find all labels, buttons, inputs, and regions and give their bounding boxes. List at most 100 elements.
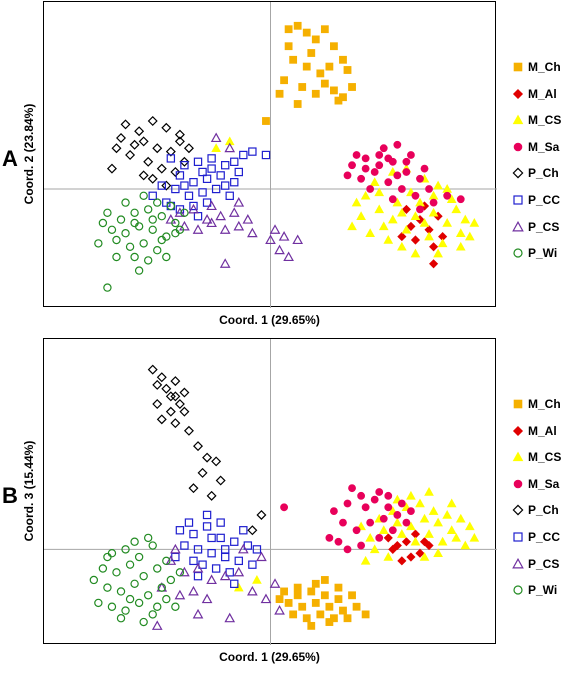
data-point-m-ch: [298, 83, 307, 91]
data-point-p-wi: [148, 610, 157, 619]
legend-label: P_CS: [528, 556, 560, 571]
data-point-m-sa: [366, 518, 375, 527]
data-point-p-wi: [107, 602, 117, 611]
legend-label: P_CS: [528, 219, 560, 234]
data-point-p-wi: [171, 602, 180, 611]
data-point-p-ch: [170, 376, 181, 387]
data-point-m-ch: [280, 76, 288, 85]
legend-marker-icon: [512, 557, 524, 569]
data-point-m-cs: [455, 228, 466, 237]
data-point-m-ch: [311, 35, 320, 44]
data-point-p-ch: [183, 143, 194, 154]
data-point-p-cs: [165, 214, 177, 224]
data-point-m-sa: [388, 526, 397, 535]
data-point-m-cs: [406, 521, 416, 531]
data-point-p-ch: [179, 387, 190, 398]
data-point-m-al: [406, 552, 416, 562]
data-point-p-wi: [143, 256, 153, 265]
data-point-p-cc: [230, 579, 239, 588]
data-point-p-wi: [116, 215, 126, 224]
data-point-p-wi: [143, 205, 153, 214]
data-point-m-cs: [365, 532, 375, 542]
data-point-m-al: [429, 242, 439, 252]
data-point-p-cc: [207, 154, 216, 163]
data-point-p-cs: [206, 217, 217, 228]
data-point-m-ch: [275, 595, 284, 603]
data-point-m-ch: [302, 62, 311, 71]
data-point-p-cs: [174, 589, 186, 600]
data-point-m-sa: [357, 541, 365, 550]
data-point-m-sa: [375, 533, 384, 542]
data-point-m-cs: [460, 214, 471, 224]
data-point-m-cs: [397, 529, 407, 538]
data-point-m-cs: [437, 536, 448, 546]
data-point-p-wi: [103, 208, 112, 217]
data-point-p-wi: [125, 242, 135, 251]
data-point-m-sa: [379, 514, 388, 523]
data-point-p-cs: [170, 543, 181, 554]
legend-item: P_CS: [512, 219, 566, 246]
data-point-m-ch: [311, 599, 320, 607]
legend-label: M_Al: [528, 423, 557, 438]
data-point-m-cs: [433, 517, 443, 527]
data-point-p-ch: [138, 170, 149, 181]
data-point-p-ch: [143, 156, 154, 167]
data-point-p-cc: [184, 191, 194, 200]
data-point-p-cs: [215, 210, 227, 221]
data-point-m-sa: [343, 499, 352, 508]
data-point-m-cs: [378, 525, 389, 535]
data-point-p-cc: [225, 191, 234, 200]
data-point-p-cs: [206, 200, 217, 211]
legend-label: P_Ch: [528, 166, 559, 181]
panel-letter: B: [2, 483, 18, 508]
data-point-p-cs: [179, 220, 190, 231]
data-point-p-cs: [247, 585, 258, 596]
data-point-m-sa: [379, 144, 388, 153]
data-point-m-cs: [397, 207, 407, 217]
legend-marker-icon: [513, 399, 523, 409]
data-point-m-sa: [370, 168, 379, 176]
data-point-p-cc: [207, 164, 216, 173]
legend-label: M_CS: [528, 113, 562, 128]
data-point-m-ch: [289, 610, 298, 619]
data-point-m-cs: [252, 575, 262, 584]
legend-marker: [512, 220, 524, 232]
data-point-p-cs: [219, 570, 231, 581]
data-point-p-wi: [143, 591, 153, 600]
data-point-p-cc: [239, 526, 248, 535]
legend-label: P_Wi: [528, 583, 558, 598]
legend-label: M_Al: [528, 86, 557, 101]
legend-marker-icon: [513, 142, 523, 152]
data-point-m-ch: [320, 25, 329, 34]
y-axis-label: Coord. 3 (15.44%): [22, 440, 36, 542]
data-point-p-wi: [116, 614, 126, 623]
data-point-p-wi: [139, 191, 148, 200]
data-point-m-sa: [343, 171, 352, 180]
data-point-p-wi: [98, 564, 108, 573]
y-axis-label: Coord. 2 (23.84%): [22, 103, 36, 205]
data-point-p-wi: [139, 239, 148, 248]
data-point-p-wi: [116, 587, 126, 596]
data-point-m-cs: [360, 555, 371, 565]
data-point-p-wi: [148, 541, 157, 550]
data-point-p-cs: [269, 578, 281, 588]
data-point-p-cs: [179, 566, 190, 577]
data-point-p-ch: [125, 150, 136, 160]
data-point-m-cs: [424, 529, 434, 538]
data-point-p-cs: [274, 244, 285, 255]
data-point-m-sa: [416, 205, 424, 214]
plot-area: [43, 1, 497, 308]
data-point-p-cs: [260, 593, 272, 604]
data-point-m-ch: [311, 89, 320, 98]
data-point-m-ch: [307, 587, 316, 596]
data-point-m-cs: [428, 207, 439, 217]
data-point-p-cc: [221, 552, 230, 562]
data-point-m-ch: [284, 42, 293, 51]
data-point-p-cc: [207, 533, 216, 543]
data-point-p-cs: [237, 543, 249, 554]
data-point-p-ch: [188, 483, 199, 494]
data-point-p-ch: [106, 163, 117, 174]
data-point-m-cs: [469, 532, 480, 542]
data-point-m-cs: [415, 498, 425, 508]
data-point-p-cc: [184, 518, 194, 527]
